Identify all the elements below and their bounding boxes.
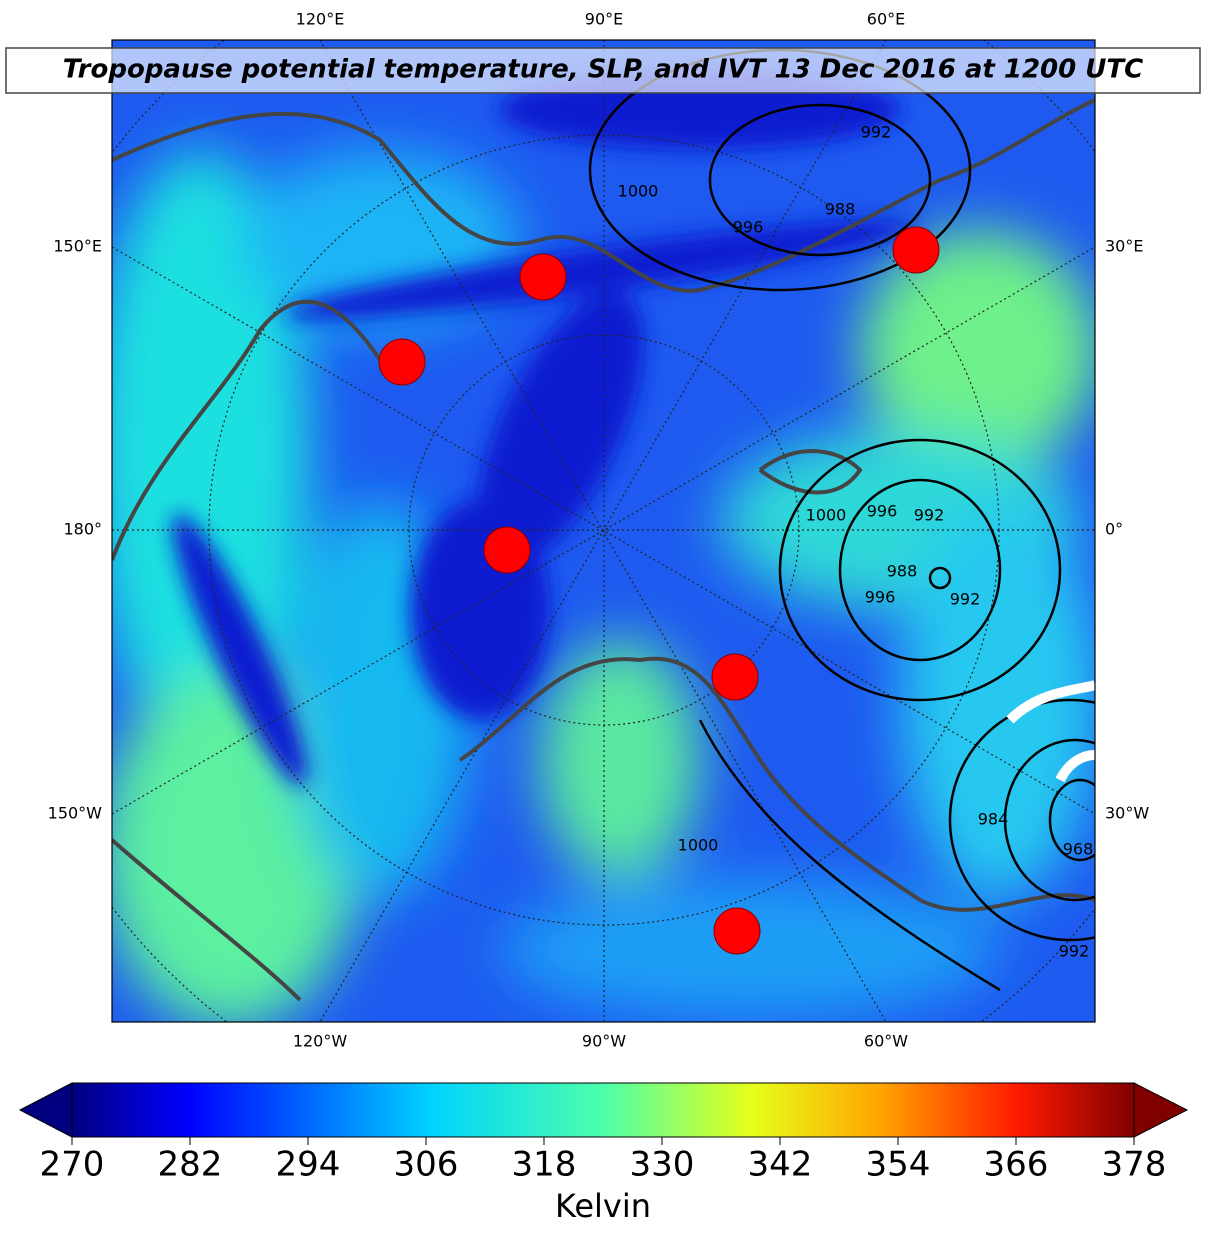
- colorbar-label: Kelvin: [555, 1187, 651, 1225]
- isobar-label: 992: [950, 590, 981, 609]
- colorbar-tick-label: 270: [40, 1145, 105, 1185]
- isobar-label: 996: [867, 502, 898, 521]
- longitude-label: 30°E: [1105, 237, 1143, 256]
- longitude-label: 60°E: [867, 10, 905, 29]
- colorbar-tick-label: 354: [866, 1145, 931, 1185]
- longitude-label: 90°W: [582, 1032, 626, 1051]
- longitude-label: 60°W: [864, 1032, 908, 1051]
- isobar-label: 1000: [618, 182, 659, 201]
- longitude-label: 150°W: [48, 804, 103, 823]
- longitude-label: 120°W: [293, 1032, 348, 1051]
- isobar-label: 984: [978, 810, 1009, 829]
- title-box: [5, 47, 1201, 94]
- colorbar-tick-label: 330: [630, 1145, 695, 1185]
- isobar-label: 992: [861, 123, 892, 142]
- isobar-label: 996: [733, 218, 764, 237]
- longitude-label: 120°E: [296, 10, 345, 29]
- isobar-label: 992: [914, 506, 945, 525]
- colorbar-tick-label: 306: [394, 1145, 459, 1185]
- isobar-label: 996: [865, 588, 896, 607]
- isobar-label: 968: [1063, 840, 1094, 859]
- colorbar-tick-label: 378: [1102, 1145, 1167, 1185]
- colorbar-tick-label: 294: [276, 1145, 341, 1185]
- isobar-label: 988: [887, 562, 918, 581]
- colorbar-tick-label: 366: [984, 1145, 1049, 1185]
- longitude-label: 150°E: [53, 237, 102, 256]
- map-title: Tropopause potential temperature, SLP, a…: [63, 55, 1143, 85]
- longitude-label: 90°E: [585, 10, 623, 29]
- colorbar: [71, 1082, 1135, 1138]
- isobar-label: 992: [1059, 942, 1090, 961]
- isobar-label: 1000: [678, 836, 719, 855]
- longitude-label: 180°: [63, 520, 102, 539]
- longitude-label: 0°: [1105, 520, 1123, 539]
- map: 992 1000 996 988 1000 996 992 988 996 992 1000 984 9…: [112, 40, 1095, 1022]
- colorbar-tick-label: 282: [158, 1145, 223, 1185]
- longitude-label: 30°W: [1105, 804, 1149, 823]
- isobar-label: 1000: [806, 506, 847, 525]
- colorbar-tick-label: 342: [748, 1145, 813, 1185]
- isobar-label: 988: [825, 200, 856, 219]
- colorbar-tick-label: 318: [512, 1145, 577, 1185]
